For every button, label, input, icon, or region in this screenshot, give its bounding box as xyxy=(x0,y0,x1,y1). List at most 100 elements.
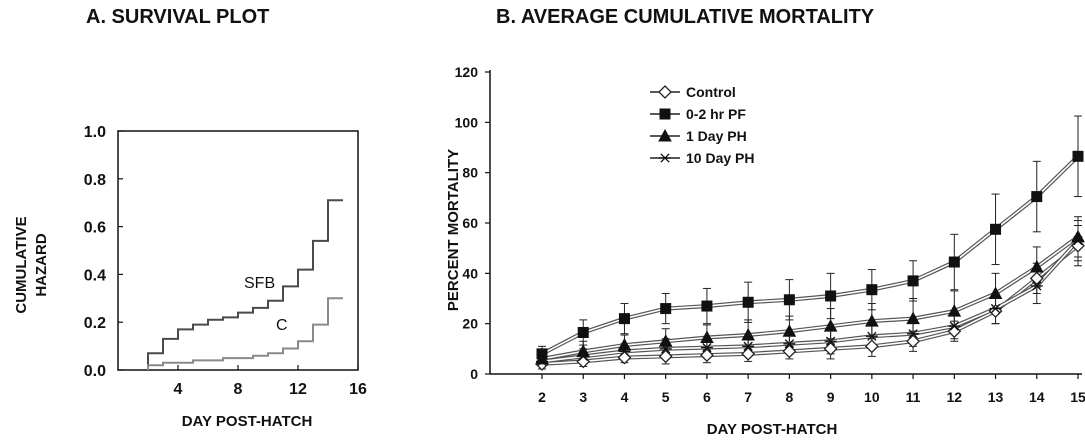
data-point-control xyxy=(576,354,591,369)
x-tick-label: 8 xyxy=(785,389,793,405)
data-point-0-2-hr-pf xyxy=(948,256,960,268)
data-point-10-day-ph xyxy=(865,331,878,341)
x-tick-label: 12 xyxy=(947,389,963,405)
data-point-0-2-hr-pf xyxy=(618,313,630,325)
data-point-10-day-ph xyxy=(824,336,837,346)
x-tick-label: 5 xyxy=(662,389,670,405)
series-line-inner-0-2-hr-pf xyxy=(541,155,1079,355)
x-tick-label: 4 xyxy=(174,381,183,398)
data-point-1-day-ph xyxy=(823,319,838,332)
x-tick-label: 8 xyxy=(234,381,243,398)
data-point-10-day-ph xyxy=(948,321,961,331)
data-point-0-2-hr-pf xyxy=(660,303,672,315)
data-point-10-day-ph xyxy=(659,344,672,354)
survival-plot-chart: 0.0 0.2 0.4 0.6 0.8 1.0 4 8 12 16 SFB C DAY POST-… xyxy=(13,124,367,430)
data-point-10-day-ph xyxy=(907,329,920,339)
series-line-inner-control xyxy=(541,245,1079,365)
data-point-control xyxy=(906,334,920,349)
chart-title: B. AVERAGE CUMULATIVE MORTALITY xyxy=(496,6,875,28)
data-point-control xyxy=(741,346,756,361)
y-tick-label: 120 xyxy=(455,64,479,80)
series-line-inner-10-day-ph xyxy=(541,240,1079,363)
y-tick-label: 80 xyxy=(462,165,478,181)
legend-label-0-2-hr-pf: 0-2 hr PF xyxy=(686,106,746,122)
data-point-1-day-ph xyxy=(617,338,632,351)
y-tick-label: 20 xyxy=(462,316,478,332)
data-point-10-day-ph xyxy=(577,351,590,362)
data-point-10-day-ph xyxy=(989,303,1002,314)
x-tick-label: 12 xyxy=(289,381,307,398)
plot-frame xyxy=(117,130,359,371)
series-line-sfb xyxy=(147,199,343,370)
data-point-control xyxy=(658,349,673,364)
data-point-1-day-ph xyxy=(988,286,1003,299)
x-tick-label: 16 xyxy=(349,381,367,398)
y-tick-label: 0.8 xyxy=(84,172,106,189)
y-tick-label: 60 xyxy=(462,215,478,231)
data-point-1-day-ph xyxy=(741,327,755,341)
data-point-control xyxy=(864,339,879,354)
x-tick-label: 2 xyxy=(538,389,546,405)
data-point-10-day-ph xyxy=(1030,281,1043,291)
data-point-0-2-hr-pf xyxy=(701,300,713,312)
series-line-inner-1-day-ph xyxy=(541,236,1079,360)
series-line-0-2-hr-pf xyxy=(541,154,1080,356)
data-point-control xyxy=(782,344,797,359)
legend: Control 0-2 hr PF 1 Day PH 10 Day PH xyxy=(646,78,796,174)
data-point-1-day-ph xyxy=(658,334,673,347)
data-point-10-day-ph xyxy=(536,356,548,367)
chart-title: A. SURVIVAL PLOT xyxy=(86,6,270,28)
x-tick-label: 11 xyxy=(906,389,921,405)
data-point-10-day-ph xyxy=(1072,235,1084,246)
data-point-control xyxy=(1071,238,1085,253)
data-point-0-2-hr-pf xyxy=(1031,191,1043,203)
panel-average-cumulative-mortality: B. AVERAGE CUMULATIVE MORTALITY 0 20 40 60 8… xyxy=(420,0,1085,442)
series-label-c: C xyxy=(276,317,288,334)
data-point-0-2-hr-pf xyxy=(866,284,878,296)
data-point-10-day-ph xyxy=(783,339,796,349)
data-point-10-day-ph xyxy=(700,342,713,353)
data-point-1-day-ph xyxy=(1029,259,1044,273)
data-point-control xyxy=(823,341,838,356)
legend-label-control: Control xyxy=(686,84,736,100)
x-tick-label: 7 xyxy=(744,389,752,405)
x-tick-label: 6 xyxy=(703,389,711,405)
data-point-0-2-hr-pf xyxy=(742,296,754,308)
data-point-10-day-ph xyxy=(618,346,631,357)
y-tick-label: 0 xyxy=(470,366,478,382)
data-point-control xyxy=(947,324,962,339)
tick-labels: 0.0 0.2 0.4 0.6 0.8 1.0 4 8 12 16 xyxy=(84,124,367,398)
x-tick-label: 4 xyxy=(621,389,629,405)
x-tick-label: 10 xyxy=(864,389,880,405)
x-tick-label: 14 xyxy=(1029,389,1045,405)
legend-marker-1-day-ph xyxy=(658,128,672,142)
y-tick-label: 0.0 xyxy=(84,363,106,380)
axes xyxy=(117,130,359,371)
legend-marker-control xyxy=(658,85,672,99)
series-lines xyxy=(541,154,1080,366)
x-tick-label: 15 xyxy=(1070,389,1085,405)
y-axis-label-line2: HAZARD xyxy=(33,233,50,296)
data-point-0-2-hr-pf xyxy=(1072,150,1084,162)
x-tick-label: 9 xyxy=(827,389,835,405)
data-point-0-2-hr-pf xyxy=(990,223,1002,235)
data-points xyxy=(535,150,1085,371)
x-tick-label: 13 xyxy=(988,389,1004,405)
legend-marker-10-day-ph xyxy=(659,153,671,163)
data-point-1-day-ph xyxy=(947,304,962,317)
y-axis-label-line1: CUMULATIVE xyxy=(13,216,30,313)
data-point-0-2-hr-pf xyxy=(907,275,919,287)
y-tick-label: 100 xyxy=(455,114,479,130)
legend-marker-0-2-hr-pf xyxy=(659,108,671,120)
x-tick-label: 3 xyxy=(579,389,587,405)
legend-label-10-day-ph: 10 Day PH xyxy=(686,150,754,166)
axes xyxy=(485,70,1082,379)
y-tick-label: 0.6 xyxy=(84,220,106,237)
data-point-1-day-ph xyxy=(782,324,797,337)
data-point-0-2-hr-pf xyxy=(577,326,589,338)
y-tick-label: 0.2 xyxy=(84,315,106,332)
y-tick-label: 0.4 xyxy=(84,267,106,284)
error-bars xyxy=(538,115,1082,370)
x-axis-label: DAY POST-HATCH xyxy=(182,413,313,430)
y-tick-label: 40 xyxy=(462,265,478,281)
